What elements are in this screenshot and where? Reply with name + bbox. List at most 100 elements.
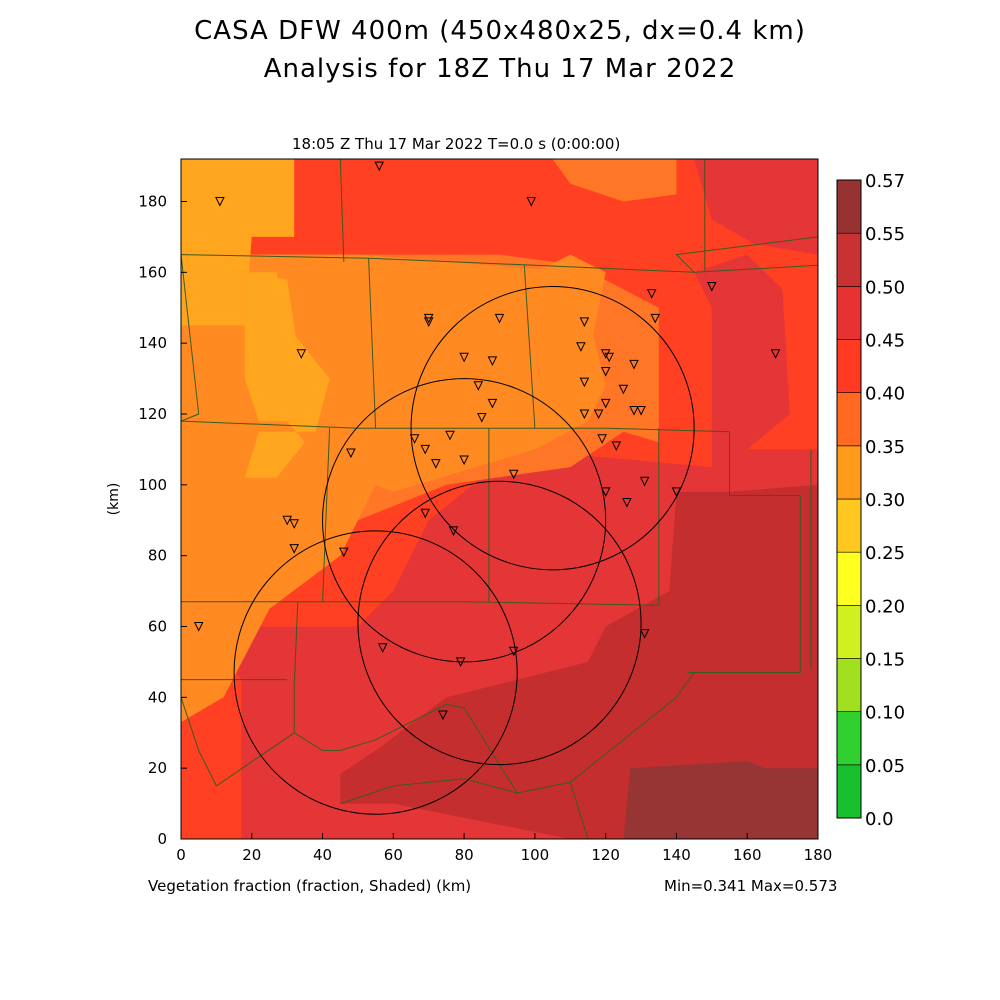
x-tick-label: 120 (591, 846, 620, 864)
y-axis-label: (km) (106, 483, 122, 516)
colorbar-label: 0.45 (865, 331, 905, 352)
x-tick-label: 80 (455, 846, 474, 864)
colorbar-segment (836, 498, 862, 553)
colorbar-label: 0.20 (865, 596, 905, 617)
radar-ring-0 (233, 530, 518, 815)
colorbar-segment (836, 551, 862, 606)
county-line-2 (181, 601, 659, 606)
colorbar-label: 0.15 (865, 650, 905, 671)
x-tick-label: 40 (313, 846, 332, 864)
station-marker-32 (579, 377, 590, 388)
station-marker-7 (459, 352, 469, 363)
station-marker-30 (579, 317, 590, 328)
station-marker-37 (600, 367, 611, 377)
colorbar-frame (836, 179, 862, 819)
colorbar-label: 0.55 (865, 224, 905, 245)
county-line-16 (517, 672, 695, 794)
chart-subtitle: Analysis for 18Z Thu 17 Mar 2022 (263, 54, 737, 84)
panel-time-label: 18:05 Z Thu 17 Mar 2022 T=0.0 s (0:00:00… (292, 135, 621, 153)
county-line-1 (180, 420, 730, 433)
y-tick-label: 40 (148, 688, 167, 706)
colorbar-segment (836, 711, 862, 766)
station-marker-10 (487, 398, 498, 409)
station-marker-25 (193, 622, 204, 632)
field-region-12 (623, 761, 818, 839)
station-marker-31 (576, 342, 586, 352)
y-tick-label: 100 (138, 476, 167, 494)
station-marker-14 (430, 459, 441, 469)
station-marker-9 (473, 381, 484, 391)
station-marker-24 (289, 544, 300, 554)
county-line-6 (322, 428, 331, 602)
y-tick-label: 120 (138, 405, 167, 423)
station-marker-33 (579, 409, 590, 420)
y-tick-label: 0 (157, 830, 167, 848)
station-marker-17 (508, 469, 519, 480)
station-marker-36 (604, 352, 615, 363)
station-marker-26 (377, 643, 388, 653)
county-line-3 (339, 158, 345, 262)
field-region-3 (694, 159, 818, 255)
station-marker-21 (338, 547, 349, 558)
station-marker-40 (597, 434, 607, 444)
field-region-13 (181, 591, 599, 839)
station-marker-43 (636, 406, 646, 416)
station-marker-38 (600, 398, 611, 409)
station-marker-2 (526, 197, 537, 207)
colorbar: 0.0 0.05 0.10 0.15 0.20 0.25 0.30 0.35 0.40 0.45 0… (836, 171, 905, 830)
colorbar-label: 0.25 (865, 543, 905, 564)
station-markers (193, 161, 781, 721)
field-region-10 (244, 272, 323, 422)
county-line-21 (675, 236, 819, 273)
plot-frame (180, 158, 819, 840)
x-tick-label: 60 (384, 846, 403, 864)
station-marker-47 (639, 476, 650, 487)
field-region-14 (181, 704, 242, 839)
y-tick-label: 160 (138, 263, 167, 281)
station-marker-49 (646, 289, 657, 299)
colorbar-segment (836, 445, 862, 500)
station-marker-4 (423, 317, 434, 328)
station-marker-23 (289, 519, 300, 529)
station-marker-45 (600, 487, 611, 498)
station-marker-6 (494, 313, 505, 324)
x-tick-label: 20 (242, 846, 261, 864)
x-tick-label: 180 (804, 846, 833, 864)
colorbar-segment (836, 179, 862, 234)
field-label: Vegetation fraction (fraction, Shaded) (… (148, 877, 472, 895)
station-marker-46 (622, 498, 632, 508)
county-line-18 (340, 778, 518, 805)
colorbar-label: 0.30 (865, 490, 905, 511)
county-line-14 (293, 703, 465, 751)
station-marker-27 (455, 657, 466, 668)
min-max-label: Min=0.341 Max=0.573 (664, 877, 838, 895)
colorbar-segment (836, 764, 862, 819)
field-region-5 (552, 159, 677, 202)
colorbar-label: 0.10 (865, 703, 905, 724)
county-line-4 (368, 258, 377, 429)
x-tick-label: 140 (662, 846, 691, 864)
x-tick-label: 0 (176, 846, 186, 864)
radar-ring-2 (357, 480, 642, 766)
station-marker-39 (618, 384, 629, 395)
colorbar-segment (836, 392, 862, 447)
county-line-13 (180, 697, 217, 787)
station-marker-20 (448, 526, 459, 537)
station-marker-48 (671, 487, 682, 498)
station-marker-53 (639, 629, 650, 639)
station-marker-13 (420, 444, 431, 455)
station-marker-42 (629, 406, 639, 416)
y-tick-label: 20 (148, 759, 167, 777)
station-marker-3 (296, 349, 307, 359)
station-marker-0 (215, 197, 225, 207)
county-line-11 (687, 495, 801, 673)
station-marker-22 (282, 515, 293, 526)
colorbar-segment (836, 605, 862, 659)
colorbar-segment (836, 658, 862, 712)
station-marker-5 (423, 313, 434, 324)
chart-title: CASA DFW 400m (450x480x25, dx=0.4 km) (194, 16, 806, 46)
station-marker-1 (374, 161, 385, 172)
y-tick-label: 80 (148, 547, 167, 565)
station-marker-44 (611, 441, 622, 452)
x-tick-label: 160 (733, 846, 762, 864)
